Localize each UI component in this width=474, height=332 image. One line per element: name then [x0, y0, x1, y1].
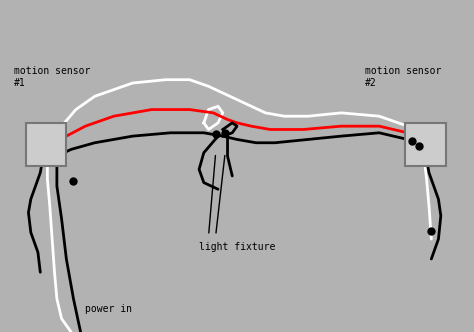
Bar	[26, 123, 66, 166]
Text: motion sensor
#1: motion sensor #1	[14, 66, 91, 88]
Bar	[405, 123, 446, 166]
Text: motion sensor
#2: motion sensor #2	[365, 66, 441, 88]
Text: light fixture: light fixture	[199, 242, 275, 252]
Text: power in: power in	[85, 304, 132, 314]
